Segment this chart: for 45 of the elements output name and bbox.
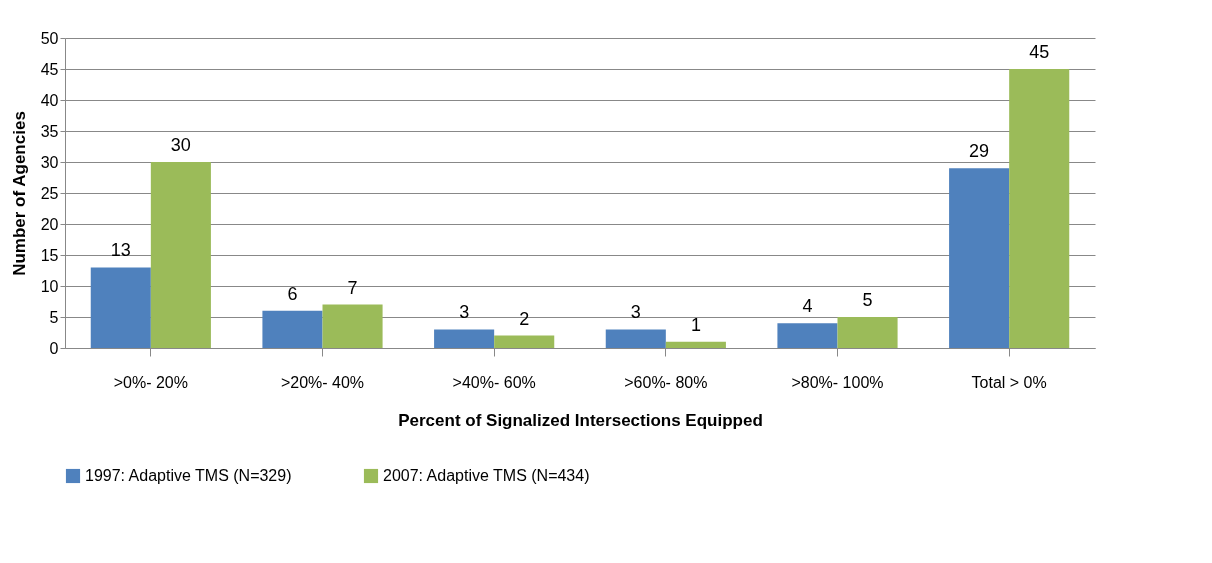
- bar: [322, 304, 383, 348]
- x-tick-label: >80%- 100%: [791, 373, 884, 391]
- data-label: 1: [690, 314, 701, 335]
- y-tick-label: 15: [40, 246, 59, 264]
- x-tick-label: >0%- 20%: [113, 373, 188, 391]
- legend-label: 2007: Adaptive TMS (N=434): [383, 467, 590, 484]
- data-label: 6: [287, 283, 298, 304]
- bar: [605, 329, 666, 348]
- data-label: 7: [347, 277, 358, 298]
- x-tick-label: >20%- 40%: [280, 373, 365, 391]
- bar: [262, 310, 323, 348]
- y-tick-label: 25: [40, 184, 59, 202]
- bar: [1009, 69, 1070, 348]
- x-tick-label: >40%- 60%: [452, 373, 536, 391]
- bar: [494, 335, 555, 348]
- legend-label: 1997: Adaptive TMS (N=329): [85, 467, 292, 484]
- bar: [837, 317, 898, 348]
- y-tick-label: 40: [40, 91, 59, 109]
- y-tick-label: 20: [40, 215, 59, 233]
- y-tick-label: 30: [40, 153, 59, 171]
- y-tick-label: 50: [40, 29, 59, 47]
- data-label: 4: [802, 296, 813, 317]
- bar: [90, 267, 151, 348]
- y-axis-title: Number of Agencies: [9, 111, 29, 276]
- x-tick-label: >60%- 80%: [624, 373, 708, 391]
- data-label: 2: [519, 308, 530, 329]
- y-tick-label: 10: [40, 277, 59, 295]
- y-tick-label: 35: [40, 122, 59, 140]
- bar: [777, 323, 838, 348]
- bar: [949, 168, 1010, 348]
- data-label: 30: [170, 135, 191, 155]
- y-tick-label: 0: [49, 339, 59, 357]
- bar: [665, 341, 726, 348]
- x-axis-title: Percent of Signalized Intersections Equipped: [398, 410, 763, 430]
- bar: [150, 162, 211, 348]
- y-tick-label: 5: [49, 308, 59, 326]
- data-label: 3: [630, 302, 641, 323]
- data-label: 3: [459, 302, 470, 323]
- data-label: 13: [110, 240, 131, 261]
- x-tick-label: Total > 0%: [971, 373, 1047, 391]
- data-label: 29: [969, 141, 990, 162]
- data-label: 45: [1029, 42, 1050, 62]
- y-tick-label: 45: [40, 60, 59, 78]
- data-label: 5: [862, 290, 873, 310]
- bar: [434, 329, 495, 348]
